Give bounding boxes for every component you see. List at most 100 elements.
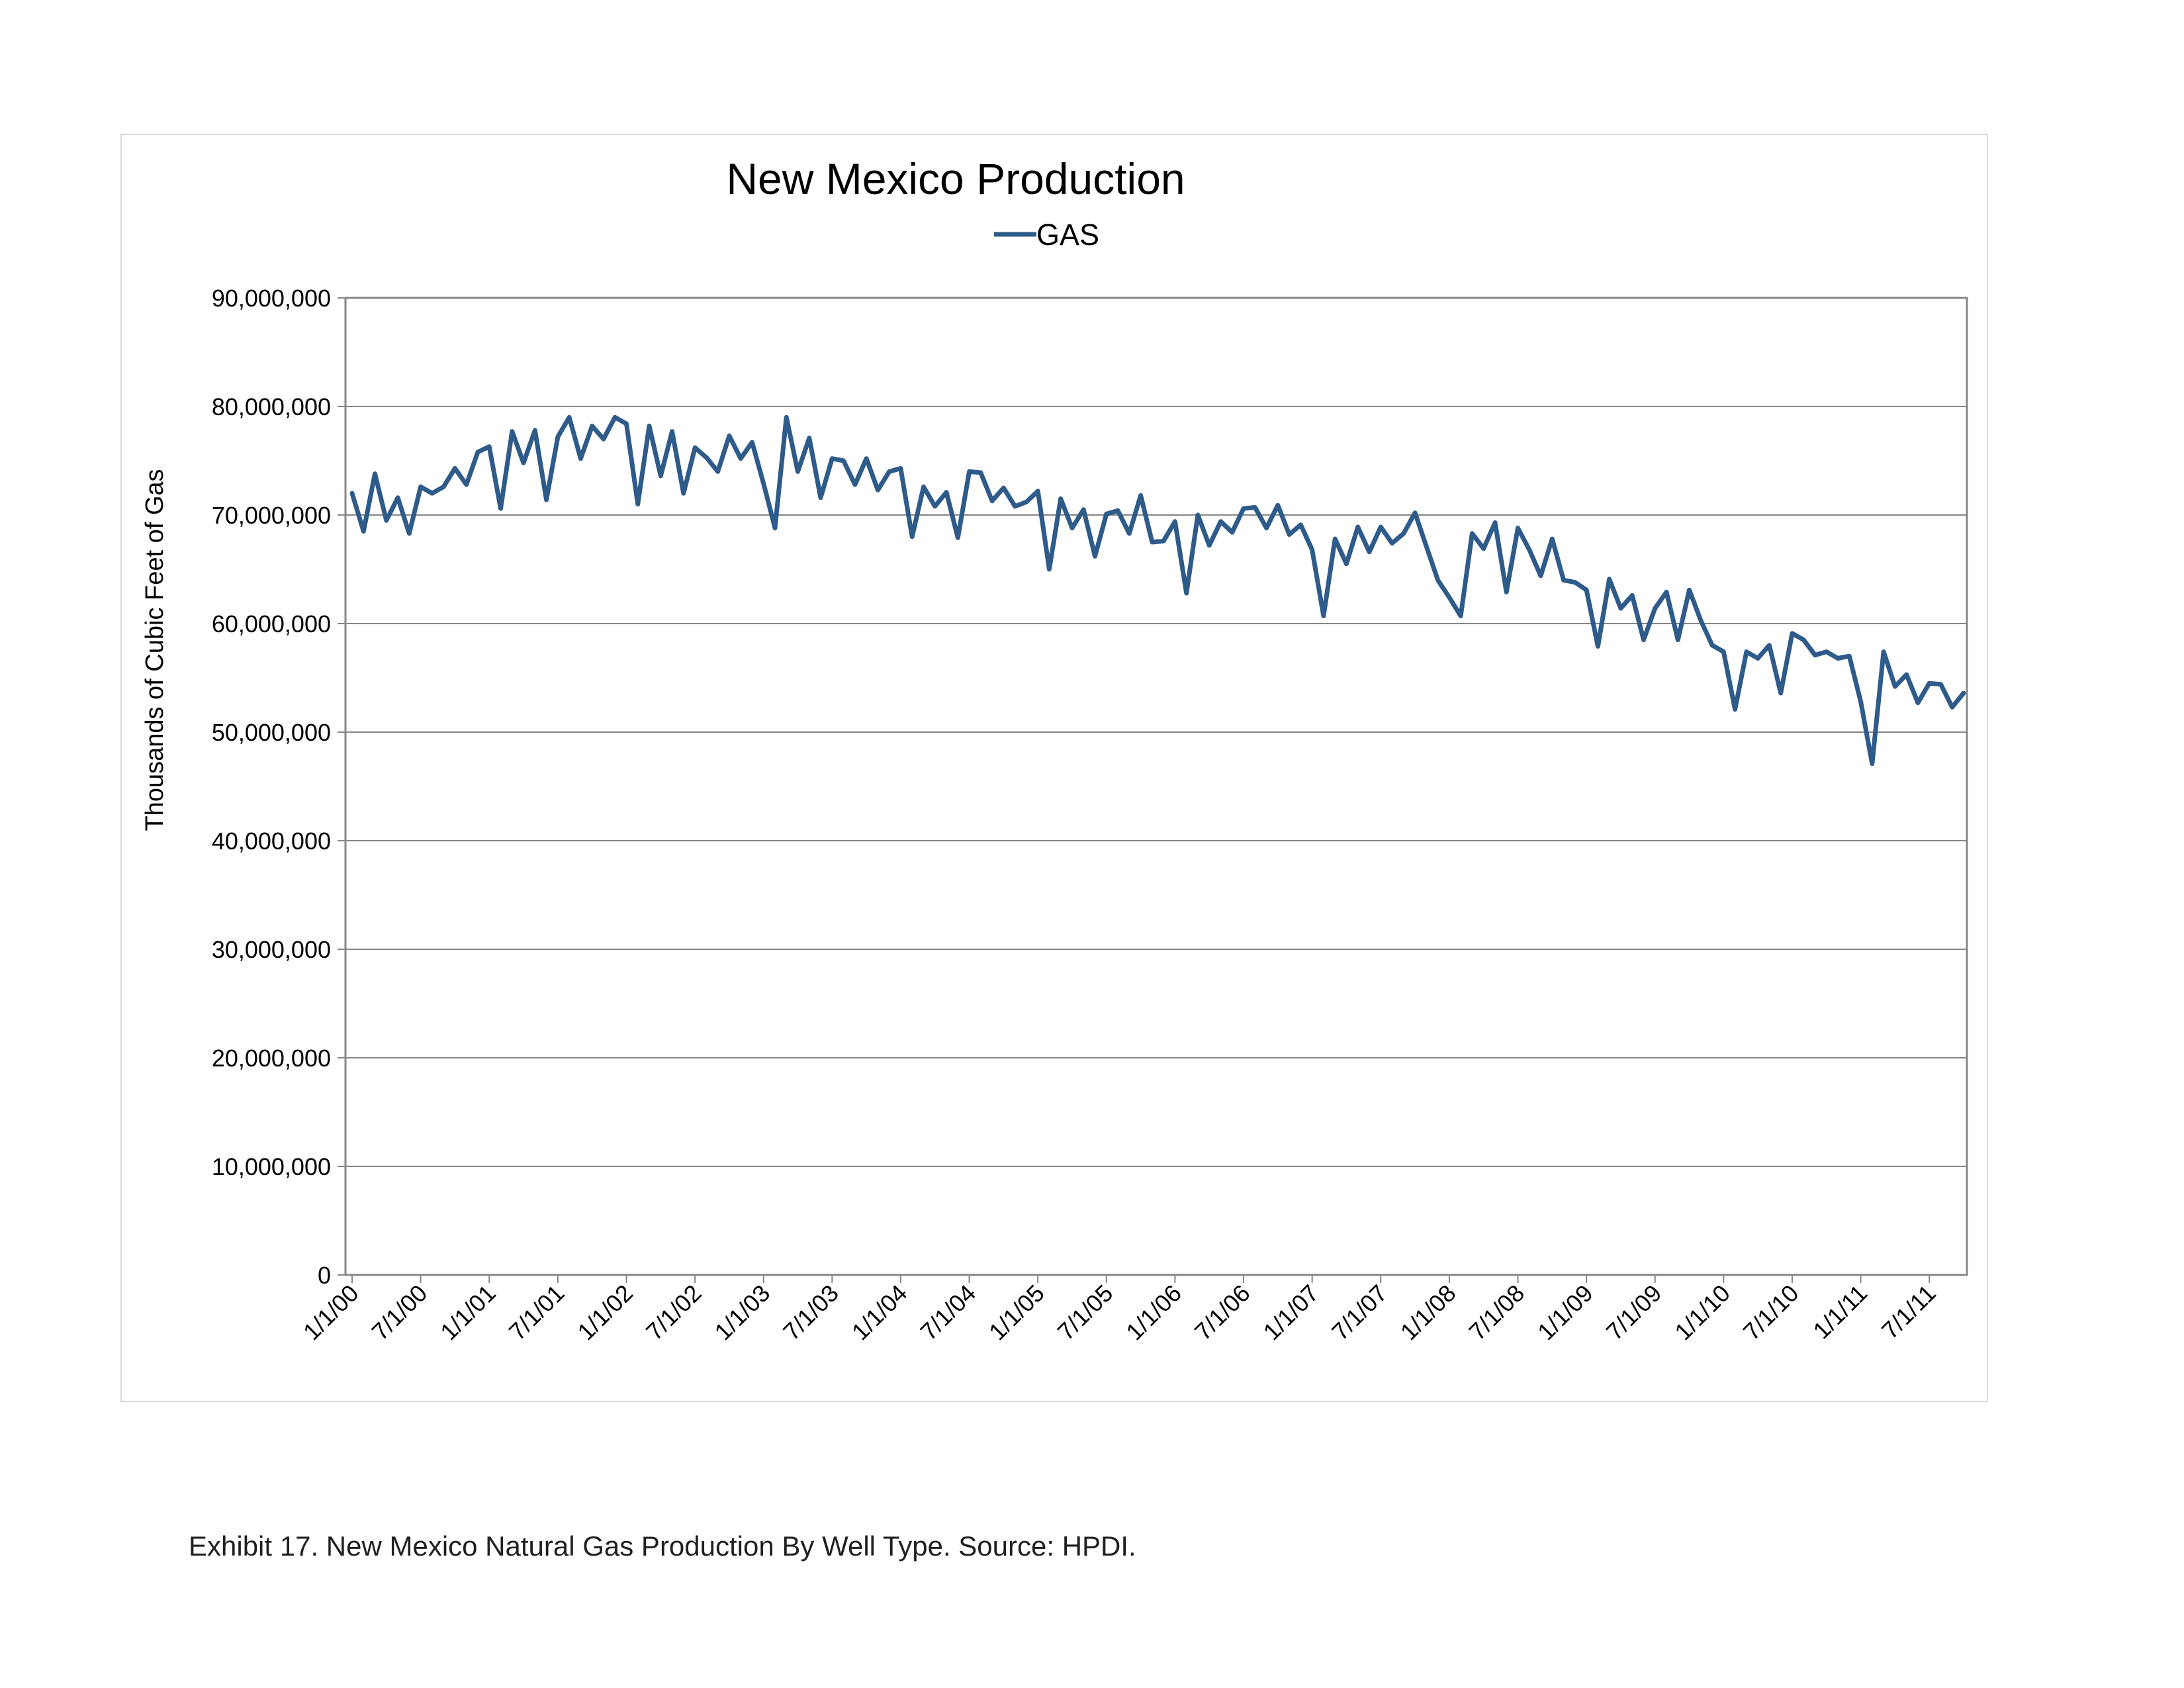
data-point — [1504, 590, 1508, 594]
data-point — [1070, 526, 1074, 530]
data-point — [1127, 532, 1131, 536]
data-point — [373, 472, 377, 476]
data-point — [1390, 541, 1394, 545]
x-tick-label: 1/1/02 — [572, 1280, 638, 1346]
data-point — [1059, 496, 1063, 500]
data-point — [990, 499, 994, 503]
x-tick-label: 1/1/01 — [435, 1280, 501, 1346]
data-point — [1470, 532, 1474, 536]
data-point — [1608, 577, 1612, 581]
x-tick-label: 1/1/03 — [709, 1280, 776, 1346]
x-tick-label: 1/1/06 — [1120, 1280, 1187, 1346]
data-point — [1927, 681, 1931, 685]
chart-frame: New Mexico Production GAS Thousands of C… — [120, 134, 1988, 1402]
data-point — [419, 485, 423, 489]
data-point — [1024, 500, 1028, 504]
data-point — [590, 424, 594, 428]
data-point — [1870, 762, 1874, 766]
data-point — [704, 455, 708, 459]
y-tick-label: 50,000,000 — [212, 719, 331, 746]
data-point — [1230, 530, 1234, 534]
data-point — [1013, 504, 1017, 508]
data-point — [567, 415, 571, 419]
data-point — [1173, 520, 1177, 524]
chart-canvas: New Mexico Production GAS Thousands of C… — [141, 154, 1968, 1345]
data-point — [1893, 684, 1897, 688]
data-point — [385, 518, 388, 522]
data-point — [1550, 537, 1554, 541]
x-tick-label: 1/1/09 — [1532, 1280, 1598, 1346]
data-point — [1836, 656, 1840, 660]
data-point — [1950, 705, 1954, 709]
data-point — [510, 430, 514, 434]
figure-caption: Exhibit 17. New Mexico Natural Gas Produ… — [189, 1530, 1136, 1562]
data-point — [647, 424, 651, 428]
data-point — [933, 504, 937, 508]
data-point — [1047, 567, 1051, 571]
data-point — [1699, 618, 1703, 622]
data-point — [750, 440, 754, 444]
x-tick-label: 1/1/11 — [1807, 1280, 1872, 1344]
data-point — [1905, 673, 1909, 677]
data-point — [1801, 638, 1805, 642]
y-tick-label: 70,000,000 — [212, 502, 331, 529]
data-point — [441, 485, 445, 489]
data-point — [453, 466, 457, 470]
data-point — [533, 428, 537, 432]
data-point — [1516, 526, 1520, 530]
data-point — [1847, 654, 1851, 658]
data-point — [1356, 525, 1360, 529]
data-point — [1081, 508, 1085, 512]
data-point — [819, 496, 823, 500]
x-tick-label: 7/1/04 — [915, 1280, 981, 1346]
data-point — [1424, 545, 1428, 549]
data-point — [1344, 562, 1348, 566]
data-point — [1756, 656, 1760, 660]
data-point — [613, 415, 617, 419]
data-point — [1859, 700, 1863, 704]
data-point — [1539, 574, 1543, 578]
data-point — [1139, 493, 1143, 497]
x-tick-label: 1/1/05 — [983, 1280, 1050, 1346]
y-tick-label: 30,000,000 — [212, 936, 331, 963]
data-point — [1664, 590, 1668, 594]
data-point — [1882, 650, 1886, 654]
data-point — [887, 469, 891, 473]
data-point — [430, 491, 434, 495]
data-point — [361, 530, 365, 534]
data-point — [487, 445, 491, 449]
data-point — [1436, 578, 1440, 582]
data-point — [1447, 596, 1451, 600]
y-tick-label: 80,000,000 — [212, 393, 331, 420]
data-point — [1596, 644, 1600, 648]
data-point — [682, 491, 686, 495]
data-point — [1036, 489, 1040, 493]
data-point — [1287, 533, 1291, 537]
data-point — [979, 471, 983, 475]
data-point — [1207, 543, 1211, 547]
data-point — [1150, 540, 1154, 544]
data-point — [1413, 511, 1417, 515]
data-point — [499, 506, 503, 510]
data-point — [1584, 588, 1588, 592]
data-point — [1962, 691, 1966, 695]
data-point — [522, 461, 525, 465]
data-point — [1253, 506, 1257, 510]
x-axis-tick-labels: 1/1/00 7/1/00 1/1/01 7/1/01 1/1/02 7/1/02 1/1/… — [298, 1275, 1941, 1345]
data-point — [1630, 593, 1634, 597]
data-point — [899, 466, 903, 470]
y-tick-label: 20,000,000 — [212, 1045, 331, 1072]
data-point — [1721, 650, 1725, 654]
data-point — [693, 445, 697, 449]
data-point — [350, 491, 354, 495]
data-point — [1298, 523, 1302, 527]
x-tick-label: 7/1/05 — [1052, 1280, 1118, 1346]
data-point — [1562, 578, 1566, 582]
x-tick-label: 7/1/01 — [504, 1280, 570, 1346]
data-point — [968, 469, 972, 473]
data-point — [807, 436, 811, 440]
data-point — [1790, 632, 1794, 635]
data-point — [1105, 512, 1109, 516]
data-point — [1573, 581, 1577, 585]
data-point — [1001, 486, 1005, 490]
